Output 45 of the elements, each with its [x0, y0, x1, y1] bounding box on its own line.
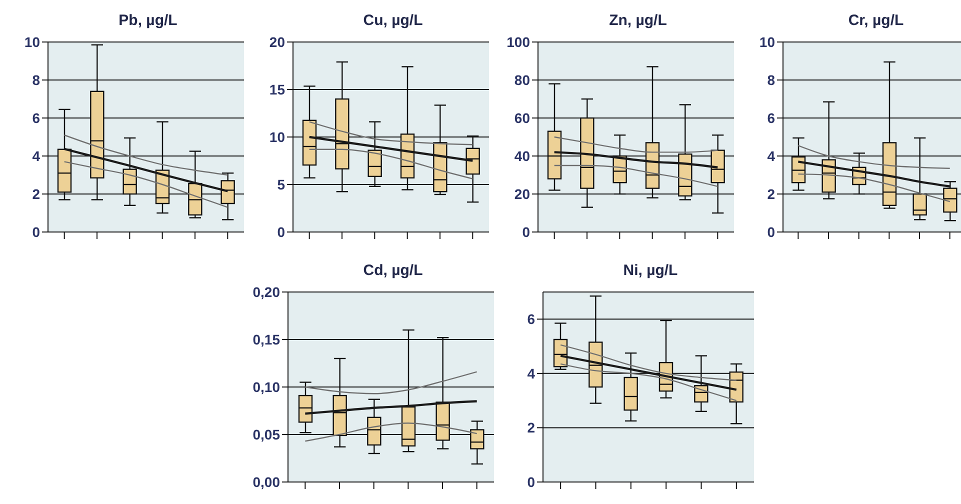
line-series — [64, 161, 228, 208]
y-tick-label: 0 — [527, 474, 536, 490]
y-tick-label: 60 — [514, 110, 530, 126]
line-series — [64, 134, 228, 176]
y-tick-label: 0 — [522, 224, 530, 240]
y-tick-label: 8 — [767, 72, 776, 88]
y-tick-label: 0 — [277, 224, 286, 240]
line-series — [304, 371, 478, 394]
y-tick-label: 4 — [32, 148, 40, 164]
y-tick-label: 6 — [767, 110, 776, 126]
y-tick-label: 0,00 — [252, 474, 280, 490]
y-tick-label: 10 — [269, 128, 286, 145]
chart-title: Cu, µg/L — [362, 11, 424, 31]
chart-title: Cd, µg/L — [362, 261, 424, 281]
y-tick-label: 20 — [514, 186, 530, 202]
line-series — [554, 164, 718, 187]
y-tick-label: 4 — [767, 148, 776, 164]
y-tick-label: 15 — [269, 81, 286, 98]
y-tick-label: 2 — [527, 420, 536, 436]
line-series — [798, 144, 950, 169]
y-tick-label: 6 — [527, 311, 536, 328]
y-tick-label: 0,10 — [252, 378, 280, 395]
chart-title: Ni, µg/L — [622, 261, 679, 281]
line-series — [308, 121, 474, 146]
line-series — [308, 148, 474, 180]
y-tick-label: 0,05 — [252, 426, 280, 442]
y-tick-label: 5 — [277, 176, 286, 192]
y-tick-label: 0,20 — [252, 284, 280, 300]
chart-title: Cr, µg/L — [847, 11, 905, 31]
y-tick-label: 20 — [269, 34, 286, 50]
y-tick-label: 0 — [32, 224, 40, 240]
y-tick-label: 6 — [32, 110, 40, 126]
chart-title: Pb, µg/L — [118, 11, 178, 31]
y-tick-label: 10 — [24, 34, 40, 50]
y-tick-label: 100 — [506, 34, 530, 50]
y-tick-label: 8 — [32, 72, 40, 88]
y-tick-label: 0,15 — [252, 331, 280, 348]
chart-title: Zn, µg/L — [608, 11, 668, 31]
y-tick-label: 4 — [527, 365, 536, 382]
y-tick-label: 2 — [32, 186, 40, 202]
y-tick-label: 40 — [514, 148, 530, 164]
y-tick-label: 2 — [767, 186, 776, 202]
y-tick-label: 80 — [514, 72, 530, 88]
y-tick-label: 10 — [759, 34, 776, 50]
y-tick-label: 0 — [767, 224, 776, 240]
